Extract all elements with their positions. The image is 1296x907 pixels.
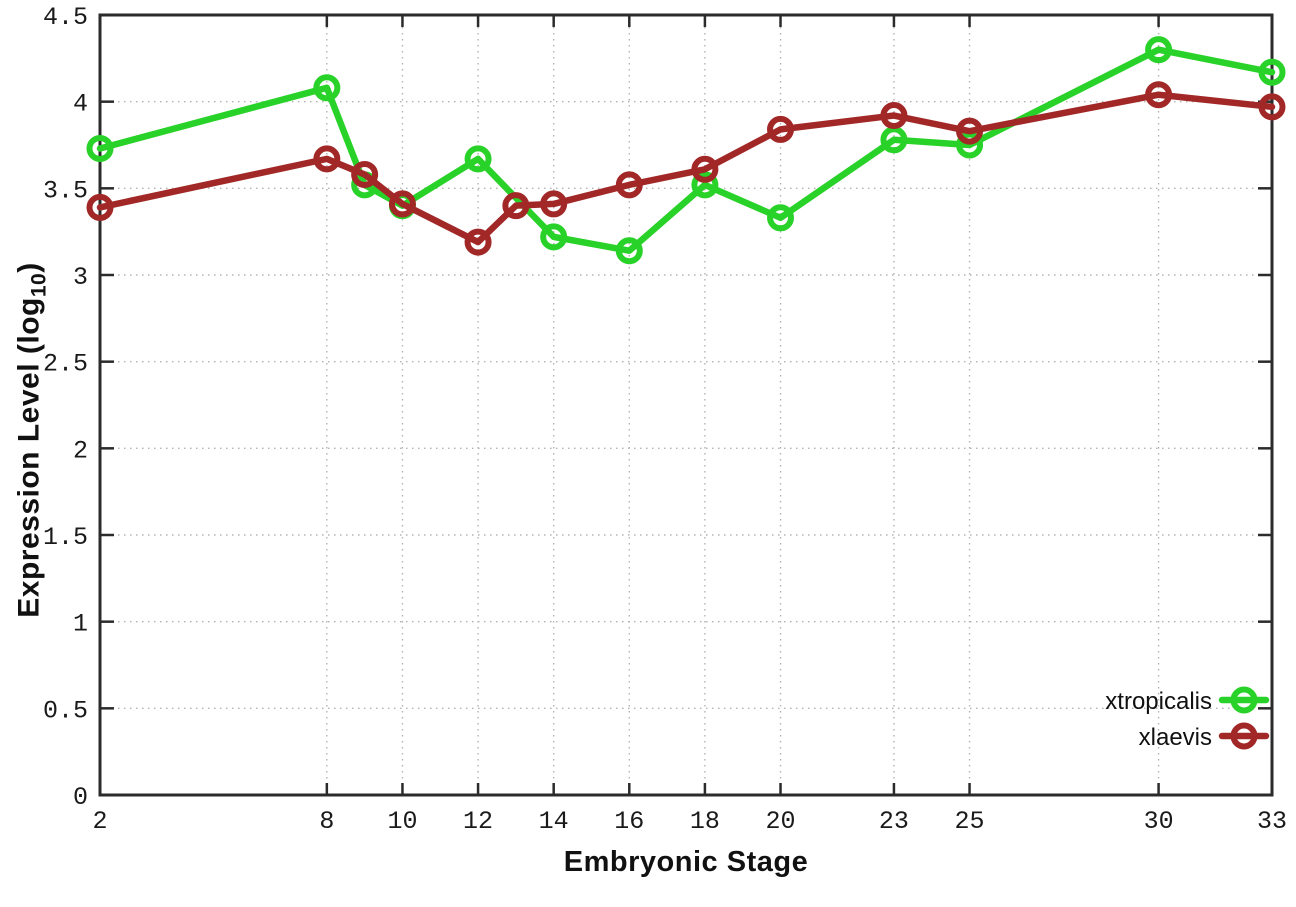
- y-tick-label: 2.5: [43, 350, 88, 379]
- y-axis-title-suffix: ): [12, 262, 46, 273]
- x-tick-label: 8: [319, 807, 334, 836]
- y-tick-label: 2: [73, 436, 88, 465]
- y-tick-label: 4: [73, 90, 88, 119]
- y-tick-label: 3.5: [43, 176, 88, 205]
- legend-label-xtropicalis: xtropicalis: [1105, 688, 1212, 715]
- data-point-xlaevis: [540, 190, 568, 218]
- y-tick-label: 0.5: [43, 696, 88, 725]
- x-axis-title: Embryonic Stage: [563, 846, 809, 878]
- plot-border: [98, 13, 1274, 797]
- data-point-xlaevis: [691, 155, 719, 183]
- y-tick-label: 3: [73, 263, 88, 292]
- data-point-xtropicalis: [540, 223, 568, 251]
- x-tick-label: 30: [1144, 807, 1174, 836]
- data-point-xlaevis: [502, 192, 530, 220]
- y-tick-label: 4.5: [43, 3, 88, 32]
- data-point-xlaevis: [388, 190, 416, 218]
- x-tick-label: 16: [614, 807, 644, 836]
- series-line-xtropicalis: [96, 46, 1276, 254]
- data-point-xtropicalis: [86, 134, 114, 162]
- data-point-xlaevis: [767, 115, 795, 143]
- data-point-xtropicalis: [1258, 58, 1286, 86]
- x-tick-label: 18: [690, 807, 720, 836]
- data-point-xtropicalis: [464, 145, 492, 173]
- legend-marker-xtropicalis: [1230, 686, 1258, 714]
- y-tick-label: 0: [73, 783, 88, 812]
- data-point-xlaevis: [351, 160, 379, 188]
- data-point-xlaevis: [464, 228, 492, 256]
- data-point-xtropicalis: [313, 74, 341, 102]
- data-point-xtropicalis: [615, 237, 643, 265]
- y-tick-label: 1: [73, 610, 88, 639]
- data-point-xlaevis: [86, 193, 114, 221]
- x-tick-label: 12: [463, 807, 493, 836]
- x-tick-label: 2: [92, 807, 107, 836]
- data-point-xlaevis: [1145, 81, 1173, 109]
- data-point-xtropicalis: [956, 131, 984, 159]
- data-point-xtropicalis: [880, 126, 908, 154]
- data-point-xlaevis: [880, 102, 908, 130]
- legend-label-xlaevis: xlaevis: [1139, 724, 1212, 751]
- series-line-xlaevis: [96, 91, 1276, 246]
- data-point-xlaevis: [1258, 93, 1286, 121]
- data-point-xlaevis: [313, 145, 341, 173]
- x-tick-label: 10: [387, 807, 417, 836]
- x-tick-label: 25: [955, 807, 985, 836]
- y-axis-title-subscript: 10: [27, 272, 51, 298]
- x-tick-label: 23: [879, 807, 909, 836]
- data-point-xtropicalis: [767, 204, 795, 232]
- data-point-xlaevis: [615, 171, 643, 199]
- x-tick-label: 33: [1257, 807, 1287, 836]
- data-point-xtropicalis: [691, 171, 719, 199]
- data-point-xlaevis: [956, 117, 984, 145]
- y-tick-label: 1.5: [43, 523, 88, 552]
- y-axis-title-main: Expression Level (log: [12, 297, 46, 618]
- legend-marker-xlaevis: [1230, 722, 1258, 750]
- y-axis-title: Expression Level (log10): [13, 262, 52, 617]
- data-point-xtropicalis: [1145, 36, 1173, 64]
- x-tick-label: 20: [766, 807, 796, 836]
- x-tick-label: 14: [539, 807, 569, 836]
